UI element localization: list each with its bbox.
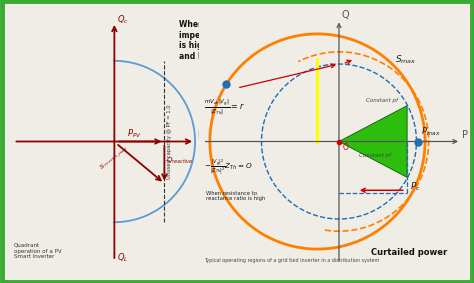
Text: Unused capacity @ PF = 1.0: Unused capacity @ PF = 1.0 — [167, 104, 172, 179]
Text: Q: Q — [342, 10, 349, 20]
Text: Typical operating regions of a grid tied inverter in a distribution system: Typical operating regions of a grid tied… — [204, 258, 379, 263]
Text: $Q_{reactive}$: $Q_{reactive}$ — [166, 155, 193, 166]
Text: Curtailed power: Curtailed power — [371, 248, 447, 257]
Text: $\frac{mV_{dc}|V_g|}{|Z_{Th}|}=r$: $\frac{mV_{dc}|V_g|}{|Z_{Th}|}=r$ — [204, 97, 245, 117]
Text: $S_{inverter\_max}$: $S_{inverter\_max}$ — [98, 144, 130, 172]
Text: Quadrant
operation of a PV
Smart Inverter: Quadrant operation of a PV Smart Inverte… — [14, 243, 61, 260]
Text: $S_{max}$: $S_{max}$ — [395, 53, 417, 66]
Text: $-\frac{|V_g|^2}{|Z_{Th}|^2}Z_{Th}=O$: $-\frac{|V_g|^2}{|Z_{Th}|^2}Z_{Th}=O$ — [204, 157, 253, 177]
Text: Constant pf: Constant pf — [359, 153, 391, 158]
Text: When the Thevenin
impedance of the system
is high with low AC
and DC bus voltage: When the Thevenin impedance of the syste… — [179, 20, 288, 61]
Text: $Q_c$: $Q_c$ — [117, 13, 128, 25]
Text: Constant pf: Constant pf — [366, 98, 398, 103]
Text: $P_{PV}$: $P_{PV}$ — [128, 128, 142, 140]
Text: O: O — [343, 143, 348, 152]
Text: P: P — [197, 130, 204, 140]
Polygon shape — [339, 106, 407, 177]
Text: When resistance to
reactance ratio is high: When resistance to reactance ratio is hi… — [206, 190, 265, 201]
Text: P: P — [462, 130, 468, 140]
Text: $P_{max}$: $P_{max}$ — [421, 125, 441, 138]
Text: $Q_L$: $Q_L$ — [117, 252, 128, 264]
Text: $P_c$: $P_c$ — [410, 181, 421, 193]
